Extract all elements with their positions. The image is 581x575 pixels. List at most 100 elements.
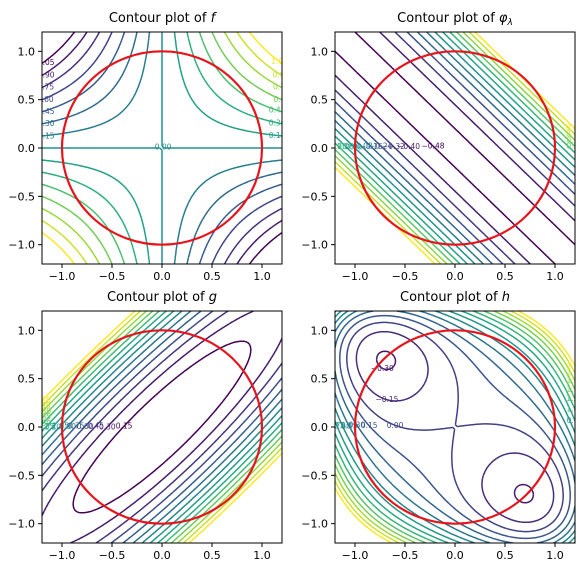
contour-label: 0.40: [566, 129, 581, 138]
x-tick-label: −1.0: [49, 549, 76, 562]
contour-line: [335, 32, 575, 264]
y-tick-label: 0.5: [311, 373, 329, 386]
contour-panel-2: −0.48−0.40−0.32−0.24−0.16−0.080.000.080.…: [301, 11, 581, 283]
contour-label: −0.30: [32, 119, 55, 128]
contour-label: −1.05: [32, 58, 55, 67]
contour-lines: 0.150.300.450.600.750.901.051.201.351.50…: [34, 311, 282, 543]
contour-lines: −0.48−0.40−0.32−0.24−0.16−0.080.000.080.…: [330, 32, 581, 264]
constraint-circle: [60, 50, 264, 246]
y-tick-label: 1.0: [311, 324, 329, 337]
contour-label: 1.65: [566, 368, 581, 377]
x-tick-label: 0.5: [203, 549, 221, 562]
y-tick-label: 0.5: [18, 373, 36, 386]
contour-line: [42, 32, 282, 264]
contour-line: [42, 32, 282, 264]
contour-panel-1: −1.05 −0.90 −0.75 −0.60 −0.45 −0.30 −0.15 0.00 0…: [8, 11, 290, 283]
contour-label: 0.00: [155, 142, 172, 151]
y-tick-label: 0.0: [18, 142, 36, 155]
x-tick-label: 1.0: [546, 270, 564, 283]
contour-line: [42, 311, 282, 543]
y-tick-label: 1.0: [18, 324, 36, 337]
contour-label: 1.50: [567, 376, 581, 385]
y-tick-label: −1.0: [8, 239, 35, 252]
constraint-circle: [60, 329, 264, 525]
x-tick-label: −0.5: [99, 549, 126, 562]
y-tick-label: −0.5: [301, 190, 328, 203]
chart-title: Contour plot of g: [107, 290, 217, 305]
contour-line: [42, 311, 282, 543]
contour-label: 0.90: [567, 416, 581, 425]
contour-line: [335, 32, 575, 264]
contour-line: [335, 32, 575, 264]
contour-line: [335, 311, 575, 543]
contour-label: 0.60: [273, 95, 290, 104]
contour-label: 0.45: [341, 421, 358, 430]
contour-label: 1.65: [34, 413, 51, 422]
contour-line: [335, 311, 575, 543]
contour-label: 1.95: [34, 402, 51, 411]
y-tick-label: 1.0: [311, 45, 329, 58]
contour-line: [335, 311, 575, 543]
contour-label: −0.48: [422, 142, 445, 151]
contour-line: [335, 32, 575, 264]
contour-label: 1.05: [52, 421, 69, 430]
chart-title: Contour plot of φλ: [397, 11, 513, 28]
contour-label: −0.40: [397, 142, 420, 151]
y-tick-label: −1.0: [8, 518, 35, 531]
x-tick-label: 0.5: [496, 549, 514, 562]
contour-label: 0.45: [87, 422, 104, 431]
contour-label: 0.08: [337, 142, 354, 151]
contour-line: [335, 32, 575, 264]
contour-line: [335, 32, 575, 264]
contour-label: 0.90: [59, 422, 76, 431]
y-tick-label: −1.0: [301, 239, 328, 252]
contour-label: 0.48: [566, 123, 581, 132]
x-tick-label: 0.0: [153, 270, 171, 283]
x-tick-label: −0.5: [392, 549, 419, 562]
contour-line: [42, 32, 282, 264]
y-tick-label: 0.0: [18, 421, 36, 434]
contour-panel-3: 0.150.300.450.600.750.901.051.201.351.50…: [8, 290, 283, 562]
x-tick-label: 1.0: [253, 270, 271, 283]
constraint-circle: [353, 50, 557, 246]
contour-label: 0.32: [566, 135, 581, 144]
contour-label: 0.30: [269, 118, 286, 127]
contour-panel-4: −0.30 −0.15 0.00 0.150.300.450.600.75 0.90 1.…: [301, 290, 581, 562]
y-tick-label: 0.5: [311, 94, 329, 107]
contour-line: [335, 32, 575, 264]
contour-label: 0.16: [330, 142, 347, 151]
y-tick-label: −0.5: [8, 469, 35, 482]
contour-line: [42, 32, 282, 264]
contour-line: [42, 32, 282, 264]
contour-label: 1.05: [271, 57, 288, 66]
contour-line: [335, 32, 575, 264]
contour-line: [42, 311, 282, 543]
contour-line: [42, 32, 282, 264]
contour-label: 0.60: [334, 421, 351, 430]
contour-lines: −0.30 −0.15 0.00 0.150.300.450.600.75 0.90 1.…: [334, 311, 581, 543]
x-tick-label: −1.0: [342, 549, 369, 562]
y-tick-label: 0.0: [311, 421, 329, 434]
contour-label: 2.10: [34, 396, 51, 405]
contour-line: [339, 314, 571, 540]
contour-label: −0.90: [32, 70, 55, 79]
x-tick-label: 0.0: [446, 549, 464, 562]
contour-label: 0.15: [116, 422, 133, 431]
contour-label: −0.45: [32, 107, 55, 116]
contour-label: −0.15: [375, 395, 398, 404]
contour-label: 1.80: [35, 407, 52, 416]
contour-label: 0.15: [361, 421, 378, 430]
contour-label: −0.32: [382, 142, 405, 151]
contour-label: −0.08: [350, 141, 373, 150]
contour-line: [335, 32, 575, 264]
y-tick-label: −0.5: [8, 190, 35, 203]
contour-line: [42, 311, 282, 543]
contour-label: 0.00: [387, 421, 404, 430]
y-tick-label: −1.0: [301, 518, 328, 531]
contour-line: [335, 311, 575, 543]
x-tick-label: 0.5: [203, 270, 221, 283]
contour-lines: −1.05 −0.90 −0.75 −0.60 −0.45 −0.30 −0.15 0.00 0…: [32, 32, 290, 264]
contour-label: 1.50: [34, 419, 51, 428]
contour-line: [42, 32, 282, 264]
